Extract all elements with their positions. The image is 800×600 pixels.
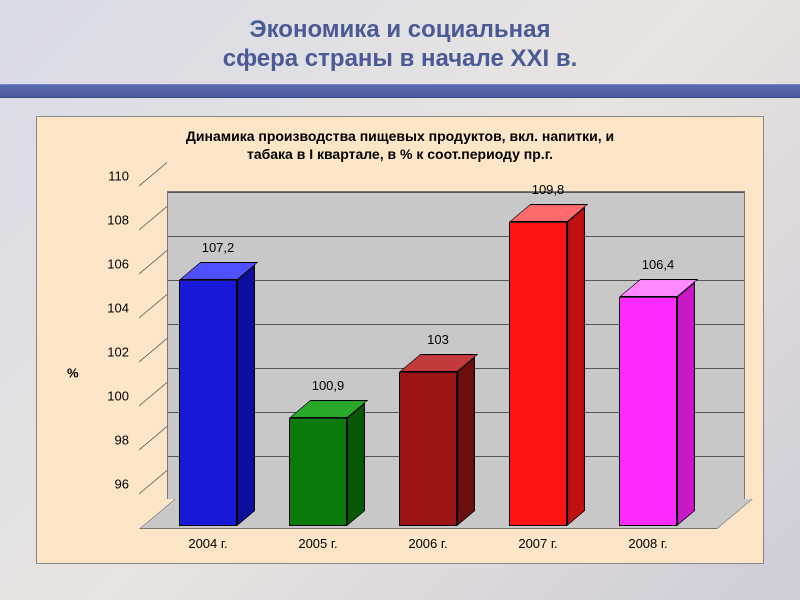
bar-front bbox=[179, 280, 237, 526]
bar-front bbox=[509, 222, 567, 526]
y-tick-label: 96 bbox=[73, 476, 129, 491]
bar-value-label: 107,2 bbox=[202, 240, 235, 255]
y-tick-label: 100 bbox=[73, 388, 129, 403]
x-tick-label: 2006 г. bbox=[408, 536, 447, 551]
plot-area: % 9698100102104106108110107,22004 г.100,… bbox=[73, 175, 727, 555]
plot-3d: 9698100102104106108110107,22004 г.100,92… bbox=[139, 191, 717, 529]
gridline bbox=[168, 192, 744, 193]
bar-front bbox=[289, 418, 347, 526]
y-axis-label: % bbox=[67, 365, 79, 380]
slide-title-line1: Экономика и социальная bbox=[0, 16, 800, 45]
slide-title: Экономика и социальная сфера страны в на… bbox=[0, 0, 800, 84]
bar-side bbox=[457, 357, 475, 526]
slide-title-line2: сфера страны в начале XXI в. bbox=[0, 45, 800, 74]
bar-side bbox=[347, 403, 365, 526]
gridline bbox=[168, 236, 744, 237]
x-tick-label: 2008 г. bbox=[628, 536, 667, 551]
y-tick-label: 108 bbox=[73, 212, 129, 227]
y-tick-label: 110 bbox=[73, 168, 129, 183]
bar-value-label: 100,9 bbox=[312, 378, 345, 393]
x-tick-label: 2005 г. bbox=[298, 536, 337, 551]
chart-card: Динамика производства пищевых продуктов,… bbox=[36, 116, 764, 564]
gridline-side bbox=[139, 382, 167, 435]
chart-title: Динамика производства пищевых продуктов,… bbox=[47, 127, 753, 169]
bar-value-label: 103 bbox=[427, 332, 449, 347]
x-tick-label: 2007 г. bbox=[518, 536, 557, 551]
bar-side bbox=[237, 264, 255, 525]
bar-value-label: 106,4 bbox=[642, 257, 675, 272]
bar-front bbox=[399, 372, 457, 526]
bar bbox=[179, 262, 237, 526]
chart-title-line2: табака в I квартале, в % к соот.периоду … bbox=[247, 146, 553, 162]
y-tick-label: 102 bbox=[73, 344, 129, 359]
bar-side bbox=[677, 282, 695, 526]
bar-side bbox=[567, 207, 585, 526]
bar bbox=[399, 354, 457, 526]
bar bbox=[619, 279, 677, 526]
chart-title-line1: Динамика производства пищевых продуктов,… bbox=[186, 128, 614, 144]
bar bbox=[289, 400, 347, 526]
bar-front bbox=[619, 297, 677, 526]
y-tick-label: 104 bbox=[73, 300, 129, 315]
header-divider-bar bbox=[0, 84, 800, 98]
gridline-side bbox=[139, 162, 167, 215]
gridline-side bbox=[139, 206, 167, 259]
gridline-side bbox=[139, 338, 167, 391]
gridline-side bbox=[139, 426, 167, 479]
y-tick-label: 106 bbox=[73, 256, 129, 271]
bar-value-label: 109,8 bbox=[532, 182, 565, 197]
gridline-side bbox=[139, 294, 167, 347]
x-tick-label: 2004 г. bbox=[188, 536, 227, 551]
gridline-side bbox=[139, 250, 167, 303]
bar bbox=[509, 204, 567, 526]
y-tick-label: 98 bbox=[73, 432, 129, 447]
